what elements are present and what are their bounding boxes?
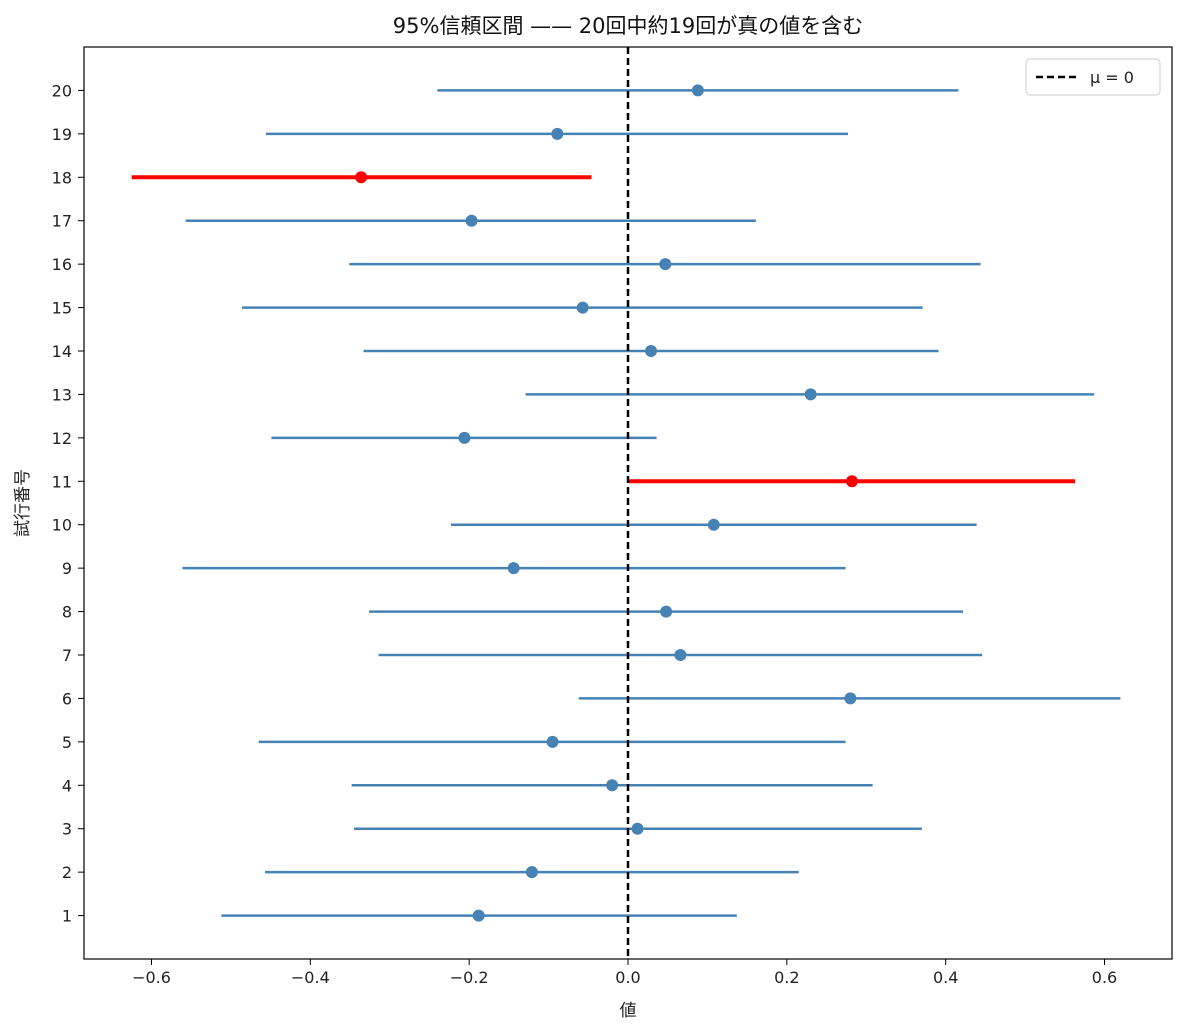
x-tick-label: 0.0 [615, 968, 640, 987]
mean-point-trial-17 [465, 214, 478, 227]
mean-point-trial-2 [525, 866, 538, 879]
y-tick-label: 20 [52, 81, 72, 100]
mean-point-trial-4 [606, 779, 619, 792]
y-tick-label: 2 [62, 863, 72, 882]
y-tick-label: 19 [52, 125, 72, 144]
x-tick-label: −0.2 [450, 968, 489, 987]
x-tick-label: 0.2 [774, 968, 799, 987]
y-tick-label: 13 [52, 385, 72, 404]
y-tick-label: 15 [52, 299, 72, 318]
legend-entry-mu: μ = 0 [1090, 68, 1134, 87]
mean-point-trial-9 [507, 562, 520, 575]
y-tick-label: 11 [52, 472, 72, 491]
y-tick-label: 7 [62, 646, 72, 665]
mean-point-trial-20 [691, 84, 704, 97]
legend-box [1025, 58, 1161, 96]
y-tick-label: 9 [62, 559, 72, 578]
y-tick-label: 4 [62, 776, 72, 795]
x-axis: −0.6 −0.4 −0.2 0.0 0.2 0.4 0.6 [132, 959, 1117, 987]
y-tick-label: 16 [52, 255, 72, 274]
mean-point-trial-7 [674, 649, 687, 661]
mean-point-trial-5 [546, 735, 559, 748]
mean-point-trial-10 [707, 518, 720, 531]
mean-point-trial-14 [645, 345, 658, 357]
x-axis-label: 値 [620, 1001, 637, 1021]
y-axis-label: 試行番号 [13, 469, 33, 537]
chart-title: 95%信頼区間 —— 20回中約19回が真の値を含む [393, 14, 863, 38]
mean-point-trial-8 [660, 605, 673, 618]
mean-point-trial-13 [804, 388, 817, 401]
mean-point-trial-6 [844, 692, 857, 705]
point-group [355, 84, 858, 922]
x-tick-label: 0.6 [1092, 968, 1117, 987]
y-tick-label: 5 [62, 733, 72, 752]
x-tick-label: 0.4 [933, 968, 958, 987]
y-tick-label: 17 [52, 212, 72, 231]
y-tick-label: 14 [52, 342, 72, 361]
plot-area [83, 46, 1173, 960]
mean-point-trial-11 [845, 475, 858, 488]
mean-point-trial-1 [472, 909, 485, 922]
y-tick-label: 8 [62, 603, 72, 622]
y-tick-label: 6 [62, 689, 72, 708]
mean-point-trial-18 [355, 171, 368, 184]
mean-point-trial-3 [631, 822, 644, 835]
legend: μ = 0 [1025, 58, 1161, 96]
y-tick-label: 12 [52, 429, 72, 448]
mean-point-trial-15 [576, 301, 589, 314]
x-tick-label: −0.4 [291, 968, 330, 987]
mean-point-trial-12 [458, 431, 471, 444]
x-tick-label: −0.6 [132, 968, 171, 987]
mean-point-trial-16 [659, 258, 672, 271]
y-tick-label: 3 [62, 820, 72, 839]
mean-point-trial-19 [551, 127, 564, 140]
y-tick-label: 1 [62, 907, 72, 926]
y-tick-label: 10 [52, 516, 72, 535]
y-tick-label: 18 [52, 168, 72, 187]
